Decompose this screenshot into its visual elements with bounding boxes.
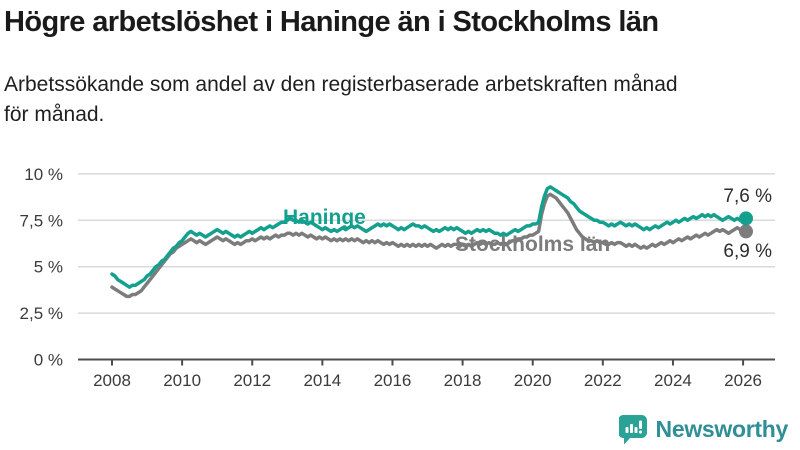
- end-value-stockholms-lan: 6,9 %: [723, 241, 772, 262]
- chart-canvas: 0 % 2,5 % 5 % 7,5 % 10 % 2008 2010 2012 2014 2016…: [20, 165, 775, 390]
- x-axis-tick-label: 2016: [374, 371, 412, 390]
- newsworthy-logo: Newsworthy: [618, 414, 789, 445]
- end-value-haninge: 7,6 %: [723, 186, 772, 207]
- x-axis-tick-label: 2012: [233, 371, 271, 390]
- x-axis-tick-label: 2018: [444, 371, 482, 390]
- y-axis-tick-label: 2,5 %: [20, 304, 63, 323]
- chart-title: Högre arbetslöshet i Haninge än i Stockh…: [4, 6, 659, 38]
- subtitle-line-1: Arbetssökande som andel av den registerb…: [4, 73, 678, 96]
- x-axis-tick-label: 2008: [93, 371, 131, 390]
- y-axis-tick-label: 10 %: [24, 165, 63, 184]
- series-line-stockholms-l-n: [110, 192, 748, 299]
- line-chart: 0 % 2,5 % 5 % 7,5 % 10 % 2008 2010 2012 2014 2016…: [0, 160, 800, 410]
- y-axis-tick-label: 7,5 %: [20, 211, 63, 230]
- x-axis-tick-label: 2022: [584, 371, 622, 390]
- x-axis-tick-label: 2020: [514, 371, 552, 390]
- y-axis-tick-label: 5 %: [34, 258, 63, 277]
- series-label-haninge: Haninge: [283, 206, 366, 229]
- x-axis-tick-label: 2014: [303, 371, 341, 390]
- series-end-dot-haninge: [739, 211, 753, 226]
- x-axis-tick-label: 2010: [163, 371, 201, 390]
- x-axis-tick-label: 2026: [724, 371, 762, 390]
- chart-generated-layer: 0 % 2,5 % 5 % 7,5 % 10 % 2008 2010 2012 2014 2016…: [20, 165, 775, 390]
- bar-chart-speech-bubble-icon: [618, 415, 647, 445]
- series-line-haninge: [110, 185, 748, 289]
- series-end-dot-stockholms-l-n: [739, 224, 753, 239]
- series-label-stockholms-lan: Stockholms län: [455, 233, 610, 256]
- x-axis-tick-label: 2024: [654, 371, 692, 390]
- subtitle-line-2: för månad.: [4, 103, 105, 127]
- brand-wordmark: Newsworthy: [655, 416, 789, 442]
- y-axis-tick-label: 0 %: [34, 351, 63, 370]
- chart-subtitle: Arbetssökande som andel av den registerb…: [4, 70, 794, 131]
